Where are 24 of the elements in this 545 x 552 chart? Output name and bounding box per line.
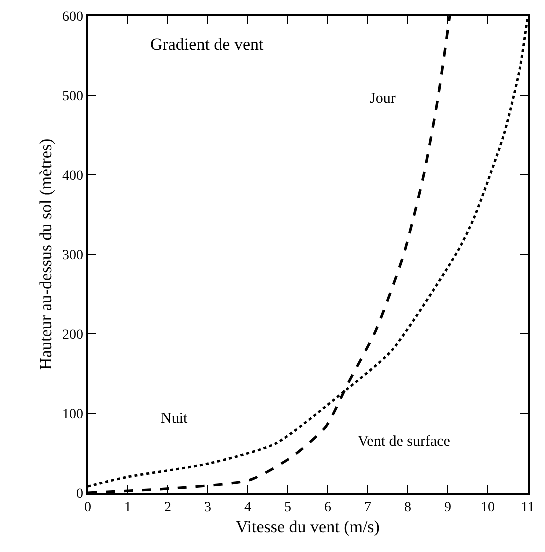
x-tick-label: 2 [164,500,172,516]
x-tick-label: 7 [364,500,372,516]
text: Gradient de vent [150,35,264,54]
x-tick-label: 1 [124,500,132,516]
y-axis-title: Hauteur au-dessus du sol (mètres) [36,138,56,370]
x-axis-title: Vitesse du vent (m/s) [236,517,380,536]
x-tick-label: 3 [204,500,212,516]
y-tick-label: 500 [62,89,84,104]
y-tick-label: 100 [62,407,84,422]
x-tick-label: 5 [284,500,292,516]
y-tick-label: 300 [62,248,84,264]
y-tick-label: 400 [62,168,84,184]
text: Nuit [161,411,188,427]
annotation: Vent de surface [358,434,451,450]
x-tick-label: 9 [444,500,452,516]
text: Jour [370,91,396,107]
y-tick-label: 600 [62,10,84,25]
y-tick-label: 0 [76,486,84,502]
x-tick-label: 8 [404,500,412,516]
x-tick-label: 6 [324,500,332,516]
x-tick-label: 4 [244,500,252,516]
y-tick-label: 200 [62,328,84,343]
x-tick-label: 11 [521,500,535,516]
x-tick-label: 10 [481,500,495,516]
